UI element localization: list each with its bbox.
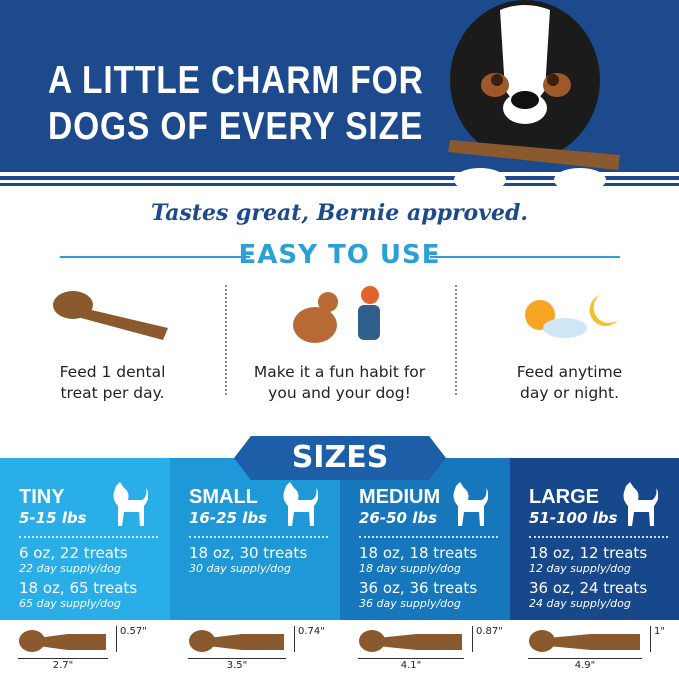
size-panel-medium: MEDIUM 26-50 lbs 18 oz, 18 treats 18 day … (340, 458, 510, 620)
bernese-dog-illustration (448, 0, 620, 192)
supply: 30 day supply/dog (189, 562, 291, 575)
sun-moon-icon (524, 295, 618, 338)
dotted-divider (455, 285, 457, 395)
pack-size: 36 oz, 36 treats (359, 579, 478, 597)
pack-size: 6 oz, 22 treats (19, 544, 128, 562)
treat-length: 3.5" (226, 660, 248, 671)
sizes-title: SIZES (234, 436, 446, 480)
height-marker (294, 626, 295, 652)
dotted-divider (225, 285, 227, 395)
supply: 22 day supply/dog (19, 562, 121, 575)
easy-to-use-title: EASY TO USE (238, 240, 441, 270)
size-panel-tiny: TINY 5-15 lbs 6 oz, 22 treats 22 day supp… (0, 458, 170, 620)
pack-size: 18 oz, 30 treats (189, 544, 308, 562)
height-marker (472, 626, 473, 652)
pack-size: 18 oz, 65 treats (19, 579, 138, 597)
divider (60, 256, 250, 258)
feature-feed-daily: Feed 1 dental treat per day. (0, 280, 225, 404)
treat-dimensions: 0.87" 4.1" (340, 622, 510, 673)
pack-size: 18 oz, 18 treats (359, 544, 478, 562)
length-marker (18, 658, 108, 659)
dog-silhouette-icon (113, 482, 148, 526)
treat-dimensions: 1" 4.9" (510, 622, 679, 673)
dog-silhouette-icon (623, 482, 658, 526)
size-weight: 51-100 lbs (529, 509, 618, 527)
size-weight: 26-50 lbs (359, 509, 438, 527)
size-name: SMALL (189, 486, 258, 508)
dental-treat-icon (189, 630, 284, 652)
dental-treat-icon (359, 630, 462, 652)
supply: 24 day supply/dog (529, 597, 631, 610)
size-panel-small: SMALL 16-25 lbs 18 oz, 30 treats 30 day s… (170, 458, 340, 620)
supply: 12 day supply/dog (529, 562, 631, 575)
size-weight: 16-25 lbs (189, 509, 268, 527)
treat-dimensions: 0.74" 3.5" (170, 622, 340, 673)
size-name: LARGE (529, 486, 599, 508)
size-name: MEDIUM (359, 486, 441, 508)
pack-size: 18 oz, 12 treats (529, 544, 648, 562)
dog-high-five-icon (292, 286, 380, 343)
supply: 36 day supply/dog (359, 597, 461, 610)
size-panel-large: LARGE 51-100 lbs 18 oz, 12 treats 12 day … (510, 458, 679, 620)
height-marker (116, 626, 117, 652)
treat-height: 1" (654, 626, 665, 637)
length-marker (358, 658, 464, 659)
dental-treat-icon (19, 630, 106, 652)
feature-anytime: Feed anytime day or night. (457, 280, 679, 404)
headline: A LITTLE CHARM FOR DOGS OF EVERY SIZE (48, 59, 424, 148)
treat-length: 4.9" (574, 660, 596, 671)
height-marker (650, 626, 651, 652)
treat-height: 0.57" (120, 626, 147, 637)
supply: 65 day supply/dog (19, 597, 121, 610)
header-stripe (0, 176, 679, 180)
treat-height: 0.87" (476, 626, 503, 637)
treat-length: 4.1" (400, 660, 422, 671)
divider (430, 256, 620, 258)
header-stripe (0, 183, 679, 186)
dental-treat-icon (52, 291, 168, 340)
feature-fun-habit: Make it a fun habit for you and your dog! (227, 280, 452, 404)
dotted-divider (529, 536, 668, 538)
dotted-divider (189, 536, 328, 538)
pack-size: 36 oz, 24 treats (529, 579, 648, 597)
treat-height: 0.74" (298, 626, 325, 637)
tagline: Tastes great, Bernie approved. (150, 200, 529, 226)
length-marker (188, 658, 286, 659)
dog-silhouette-icon (453, 482, 488, 526)
size-name: TINY (19, 486, 65, 508)
treat-length: 2.7" (52, 660, 74, 671)
length-marker (528, 658, 642, 659)
supply: 18 day supply/dog (359, 562, 461, 575)
treat-dimensions: 0.57" 2.7" (0, 622, 170, 673)
size-weight: 5-15 lbs (19, 509, 87, 527)
dental-treat-icon (529, 630, 640, 652)
dog-silhouette-icon (283, 482, 318, 526)
dotted-divider (359, 536, 498, 538)
dotted-divider (19, 536, 158, 538)
